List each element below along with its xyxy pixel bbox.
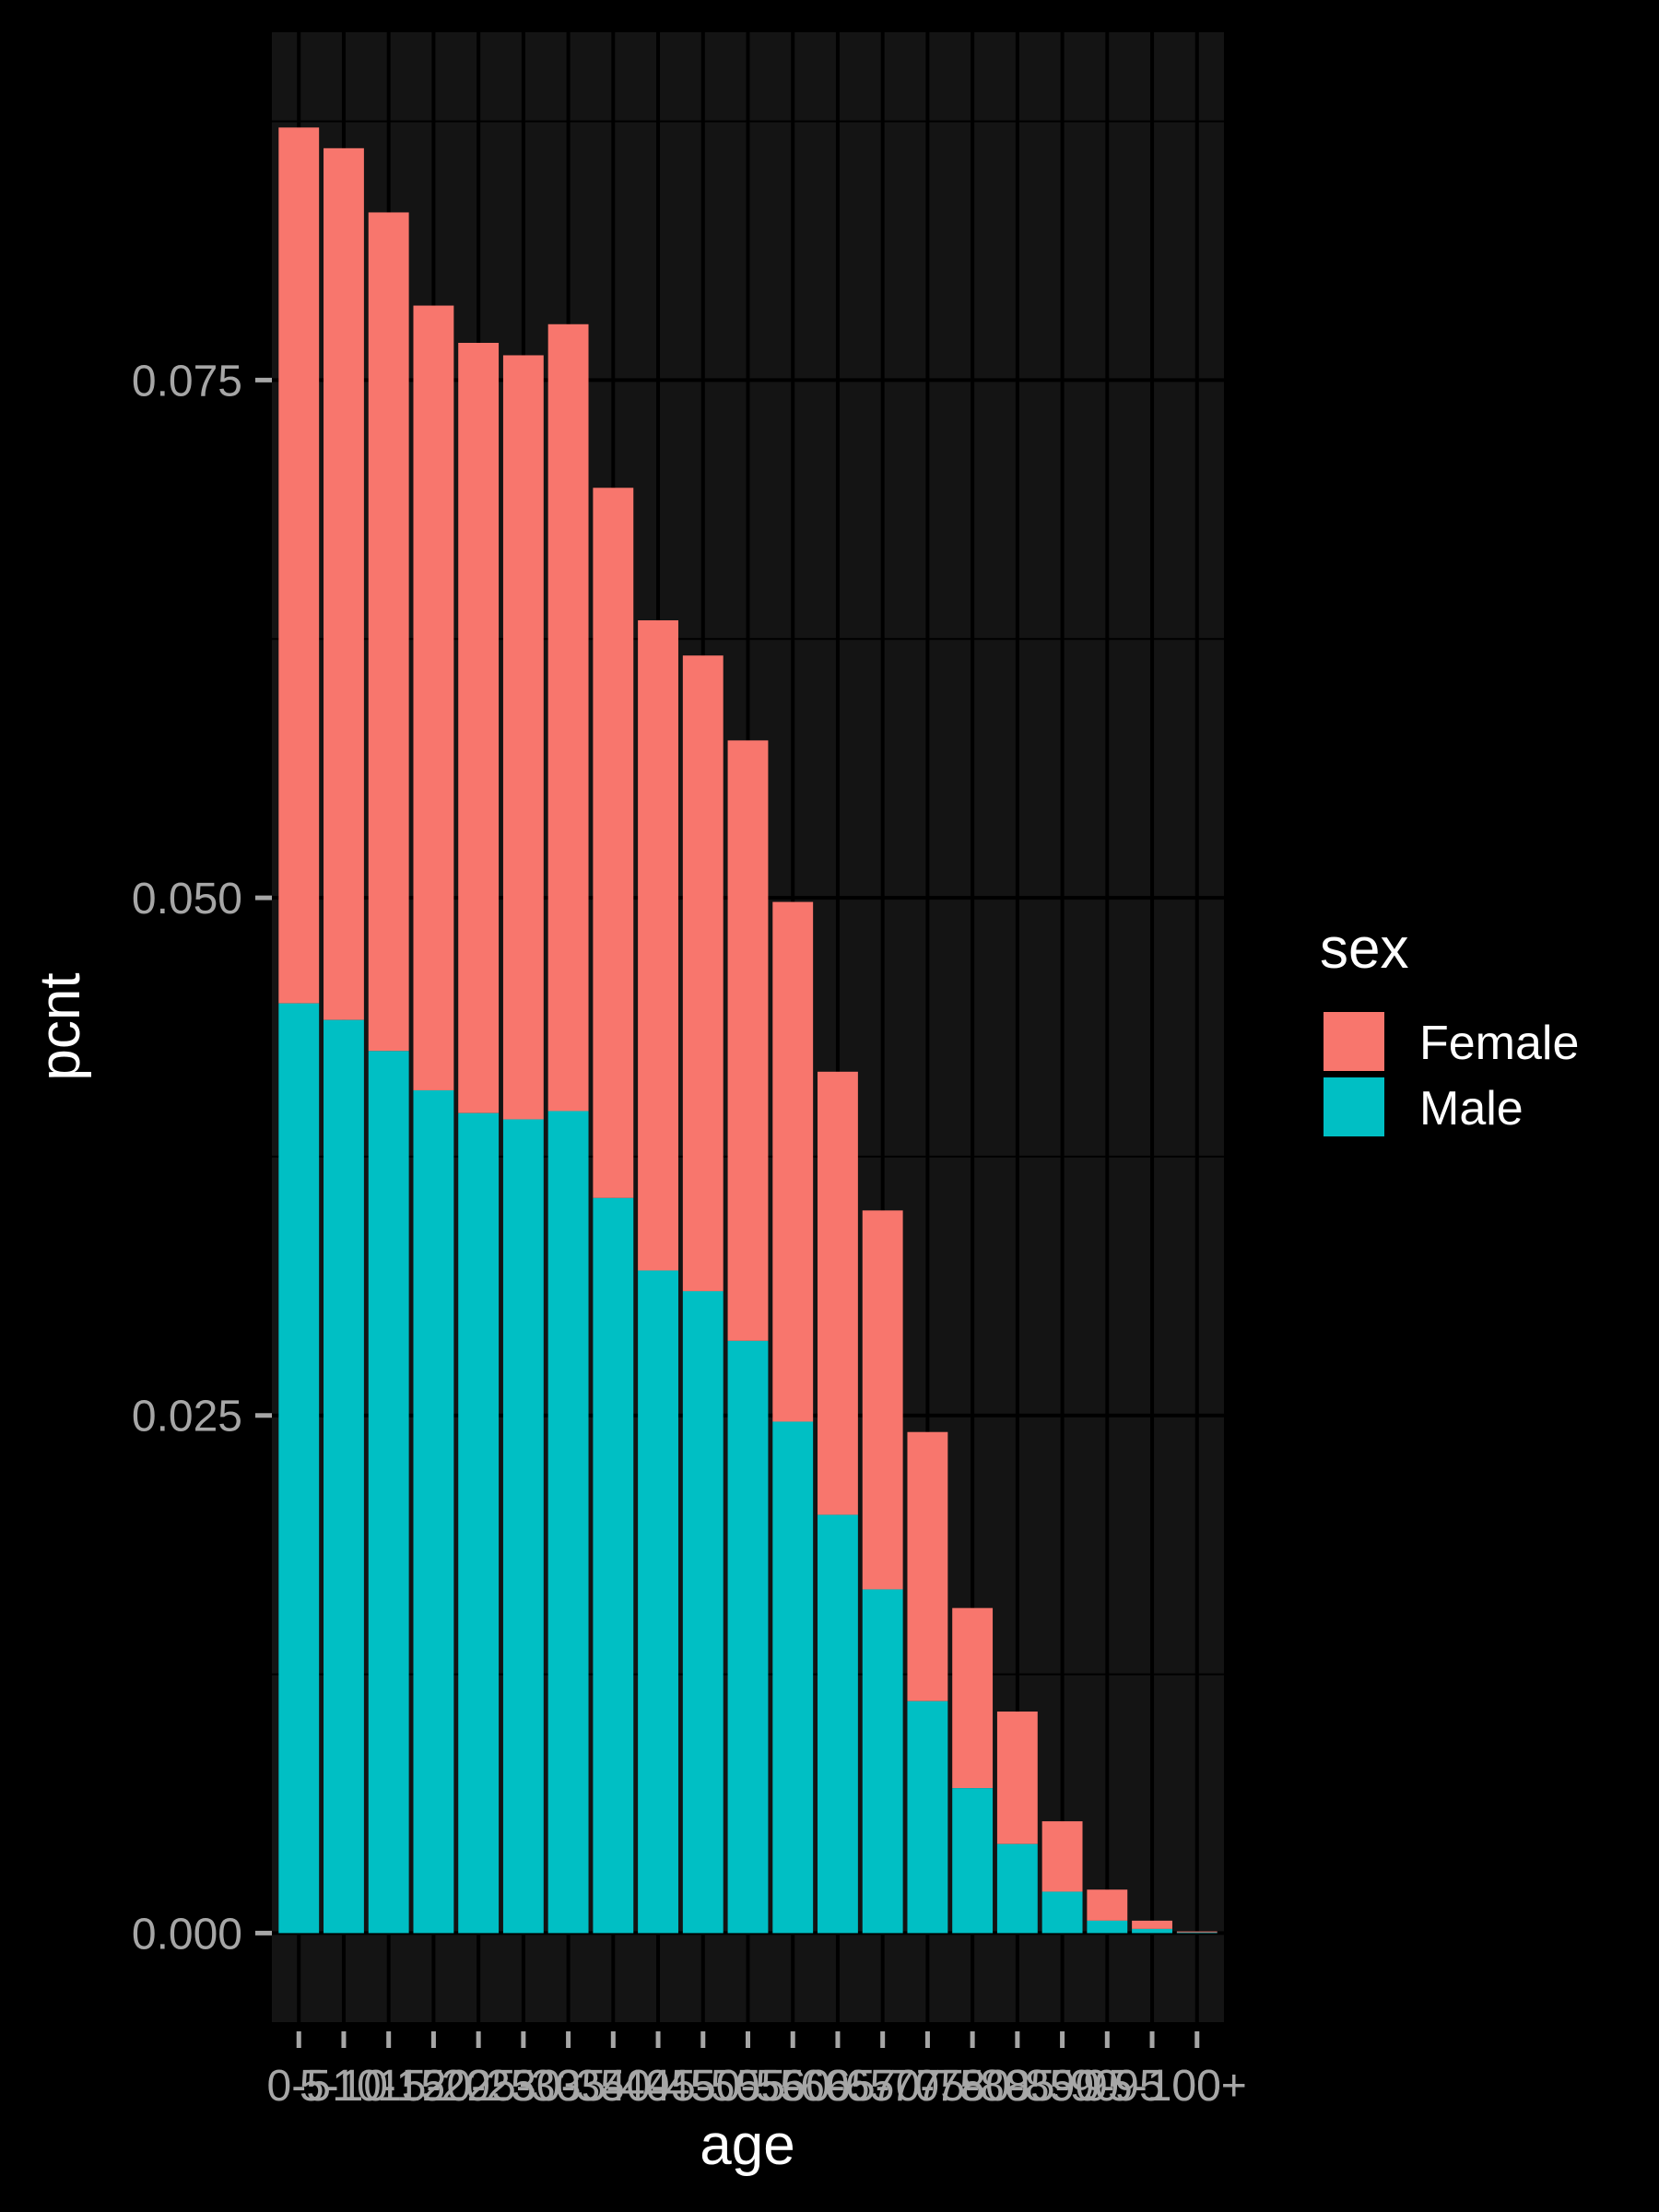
y-axis-title: pcnt (29, 972, 92, 1080)
bars (278, 127, 1218, 1934)
bar-female-10-15 (368, 212, 409, 1052)
legend-title: sex (1320, 917, 1408, 981)
bar-male-30-35 (547, 1111, 589, 1934)
x-tick-label: 30-35 (512, 2062, 625, 2111)
x-tick-label: 35-40 (557, 2062, 670, 2111)
x-tick-label: 80-85 (960, 2062, 1074, 2111)
y-tick-label: 0.075 (132, 357, 242, 406)
x-tick-label: 85-90 (1006, 2062, 1119, 2111)
bar-male-90-95 (1087, 1920, 1128, 1934)
x-tick-label: 70-75 (871, 2062, 984, 2111)
x-tick-label: 20-25 (422, 2062, 535, 2111)
bar-female-75-80 (952, 1607, 994, 1789)
bar-female-5-10 (324, 147, 364, 1020)
bar-male-35-40 (593, 1197, 634, 1934)
bar-female-65-70 (862, 1210, 903, 1590)
bar-male-10-15 (368, 1051, 409, 1934)
x-tick-label: 5-10 (300, 2062, 388, 2111)
bar-female-85-90 (1041, 1821, 1083, 1892)
x-tick-label: 60-65 (782, 2062, 895, 2111)
bar-female-100+ (1176, 1931, 1218, 1933)
bar-female-50-55 (727, 740, 769, 1341)
x-tick-label: 10-15 (332, 2062, 445, 2111)
x-tick-label: 50-55 (691, 2062, 805, 2111)
bar-male-65-70 (862, 1589, 903, 1934)
x-tick-label: 90-95 (1051, 2062, 1164, 2111)
bar-male-95-100 (1132, 1928, 1172, 1934)
bar-female-40-45 (638, 620, 678, 1271)
bar-female-60-65 (818, 1071, 858, 1515)
x-tick-label: 15-20 (377, 2062, 490, 2111)
bar-male-20-25 (458, 1112, 500, 1934)
x-tick-label: 55-60 (736, 2062, 850, 2111)
bar-female-25-30 (502, 355, 544, 1120)
bar-male-100+ (1176, 1932, 1218, 1934)
bar-female-55-60 (772, 901, 814, 1422)
x-tick-label: 100+ (1147, 2062, 1247, 2111)
x-axis-title: age (700, 2113, 794, 2177)
bar-female-80-85 (996, 1712, 1038, 1844)
bar-female-30-35 (547, 324, 589, 1112)
y-axis: 0.000 0.025 0.050 0.075 (132, 357, 272, 1959)
x-tick-label: 75-80 (916, 2062, 1030, 2111)
x-tick-label: 40-45 (602, 2062, 715, 2111)
bar-male-55-60 (772, 1421, 814, 1934)
x-axis: 0-55-1010-1515-2020-2525-3030-3535-4040-… (267, 2031, 1247, 2111)
legend-label-male: Male (1419, 1082, 1524, 1135)
legend-key-male (1324, 1077, 1384, 1136)
bar-male-50-55 (727, 1340, 769, 1934)
bar-female-15-20 (413, 305, 454, 1091)
bar-male-15-20 (413, 1090, 454, 1934)
bar-male-45-50 (682, 1290, 724, 1934)
bar-male-85-90 (1041, 1891, 1083, 1934)
bar-female-0-5 (278, 127, 320, 1004)
legend: sex Female Male (1320, 917, 1579, 1136)
bar-male-40-45 (638, 1270, 678, 1934)
bar-male-25-30 (502, 1119, 544, 1934)
x-tick-label: 45-50 (646, 2062, 759, 2111)
bar-female-95-100 (1132, 1920, 1172, 1929)
y-tick-label: 0.025 (132, 1393, 242, 1441)
y-tick-label: 0.000 (132, 1910, 242, 1959)
bar-male-70-75 (907, 1700, 948, 1934)
y-tick-label: 0.050 (132, 875, 242, 924)
bar-male-75-80 (952, 1788, 994, 1934)
bar-male-5-10 (324, 1019, 364, 1934)
x-tick-label: 65-70 (826, 2062, 939, 2111)
bar-female-70-75 (907, 1431, 948, 1701)
x-tick-label: 95-100 (1083, 2062, 1220, 2111)
legend-label-female: Female (1419, 1017, 1579, 1070)
bar-female-90-95 (1087, 1889, 1128, 1921)
bar-male-80-85 (996, 1843, 1038, 1934)
bar-female-20-25 (458, 342, 500, 1113)
legend-key-female (1324, 1012, 1384, 1071)
bar-male-60-65 (818, 1514, 858, 1934)
x-tick-label: 25-30 (466, 2062, 580, 2111)
bar-female-45-50 (682, 655, 724, 1291)
bar-male-0-5 (278, 1003, 320, 1934)
x-tick-label: 0-5 (267, 2062, 331, 2111)
bar-female-35-40 (593, 488, 634, 1198)
